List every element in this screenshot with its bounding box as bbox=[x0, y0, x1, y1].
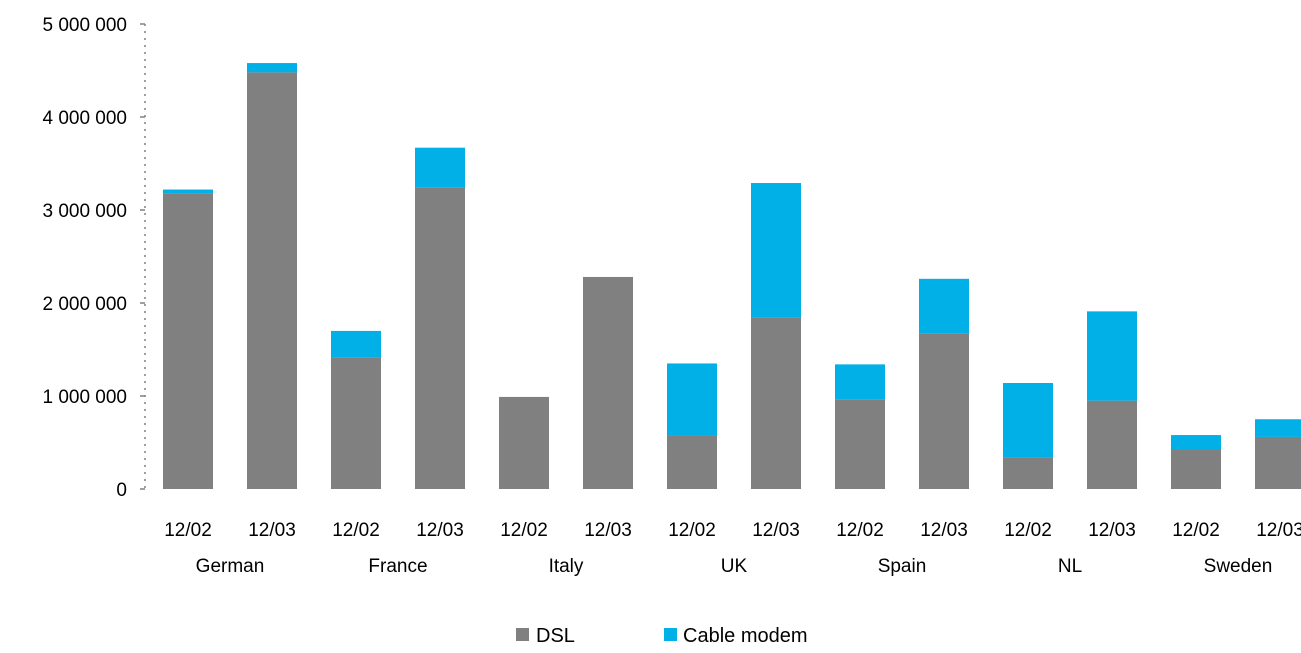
bars bbox=[163, 63, 1301, 490]
x-group-label: France bbox=[368, 556, 427, 577]
bar-dsl bbox=[667, 435, 717, 489]
bar-dsl bbox=[919, 333, 969, 489]
x-category-label: 12/02 bbox=[1172, 520, 1220, 541]
bar-dsl bbox=[499, 396, 549, 489]
bar-dsl bbox=[583, 276, 633, 489]
bar-dsl bbox=[247, 72, 297, 490]
x-category-label: 12/02 bbox=[332, 520, 380, 541]
bar-cable-modem bbox=[667, 363, 717, 436]
bar-cable-modem bbox=[919, 278, 969, 334]
y-tick-label: 2 000 000 bbox=[42, 294, 127, 315]
legend-swatch-cable-modem bbox=[664, 628, 677, 641]
x-category-label: 12/03 bbox=[248, 520, 296, 541]
bar-dsl bbox=[751, 317, 801, 489]
y-tick-label: 1 000 000 bbox=[42, 387, 127, 408]
x-category-label: 12/03 bbox=[416, 520, 464, 541]
bar-cable-modem bbox=[163, 189, 213, 194]
x-category-label: 12/02 bbox=[668, 520, 716, 541]
bar-dsl bbox=[1087, 400, 1137, 489]
legend: DSL Cable modem bbox=[516, 625, 808, 647]
y-tick-label: 0 bbox=[116, 480, 127, 501]
x-category-label: 12/03 bbox=[1256, 520, 1301, 541]
y-tick-label: 4 000 000 bbox=[42, 108, 127, 129]
x-category-label: 12/03 bbox=[584, 520, 632, 541]
x-group-label: Spain bbox=[878, 556, 927, 577]
legend-label-dsl: DSL bbox=[536, 625, 575, 647]
bar-dsl bbox=[1003, 457, 1053, 489]
x-category-label: 12/02 bbox=[164, 520, 212, 541]
bar-cable-modem bbox=[751, 183, 801, 318]
x-category-label: 12/03 bbox=[920, 520, 968, 541]
bar-cable-modem bbox=[331, 330, 381, 358]
bar-dsl bbox=[331, 357, 381, 489]
x-category-label: 12/02 bbox=[836, 520, 884, 541]
x-category-label: 12/03 bbox=[1088, 520, 1136, 541]
y-tick-label: 5 000 000 bbox=[42, 15, 127, 36]
x-group-label: NL bbox=[1058, 556, 1082, 577]
x-category-label: 12/02 bbox=[1004, 520, 1052, 541]
x-category-label: 12/02 bbox=[500, 520, 548, 541]
x-group-label: Italy bbox=[549, 556, 584, 577]
bar-dsl bbox=[415, 187, 465, 489]
bar-dsl bbox=[835, 399, 885, 489]
legend-swatch-dsl bbox=[516, 628, 529, 641]
y-axis: 0 1 000 000 2 000 000 3 000 000 4 000 000 5 0… bbox=[42, 15, 146, 501]
y-tick-label: 3 000 000 bbox=[42, 201, 127, 222]
bar-dsl bbox=[163, 193, 213, 489]
bar-cable-modem bbox=[415, 147, 465, 188]
legend-label-cable-modem: Cable modem bbox=[683, 625, 808, 647]
bar-cable-modem bbox=[247, 63, 297, 73]
bar-cable-modem bbox=[1003, 382, 1053, 458]
x-group-label: UK bbox=[721, 556, 748, 577]
bar-cable-modem bbox=[835, 364, 885, 400]
x-axis-labels: 12/02 12/03 12/02 12/03 12/02 12/03 12/02 12/03… bbox=[164, 520, 1301, 577]
x-group-label: German bbox=[196, 556, 265, 577]
x-category-label: 12/03 bbox=[752, 520, 800, 541]
bar-cable-modem bbox=[1087, 311, 1137, 401]
x-group-label: Sweden bbox=[1204, 556, 1273, 577]
bar-cable-modem bbox=[1171, 435, 1221, 450]
bar-dsl bbox=[1255, 436, 1301, 489]
bar-cable-modem bbox=[1255, 419, 1301, 437]
bar-dsl bbox=[1171, 449, 1221, 489]
